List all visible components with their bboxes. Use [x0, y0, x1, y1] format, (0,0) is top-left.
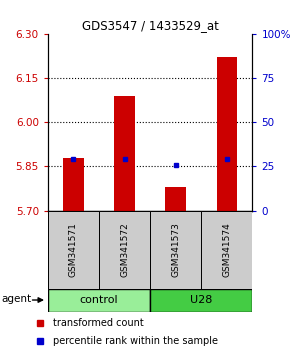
Bar: [48, 211, 99, 289]
Bar: [48, 289, 150, 312]
Bar: [114, 96, 135, 211]
Text: U28: U28: [190, 295, 212, 305]
Bar: [150, 289, 252, 312]
Bar: [150, 211, 201, 289]
Title: GDS3547 / 1433529_at: GDS3547 / 1433529_at: [82, 19, 218, 33]
Text: GSM341572: GSM341572: [120, 222, 129, 277]
Bar: [217, 57, 237, 211]
Text: percentile rank within the sample: percentile rank within the sample: [53, 336, 218, 346]
Text: agent: agent: [1, 294, 31, 304]
Text: GSM341574: GSM341574: [222, 222, 231, 277]
Bar: [63, 158, 84, 211]
Text: GSM341573: GSM341573: [171, 222, 180, 277]
Text: GSM341571: GSM341571: [69, 222, 78, 277]
Bar: [165, 187, 186, 211]
Bar: [99, 211, 150, 289]
Text: transformed count: transformed count: [53, 318, 144, 328]
Bar: [201, 211, 252, 289]
Text: control: control: [80, 295, 118, 305]
